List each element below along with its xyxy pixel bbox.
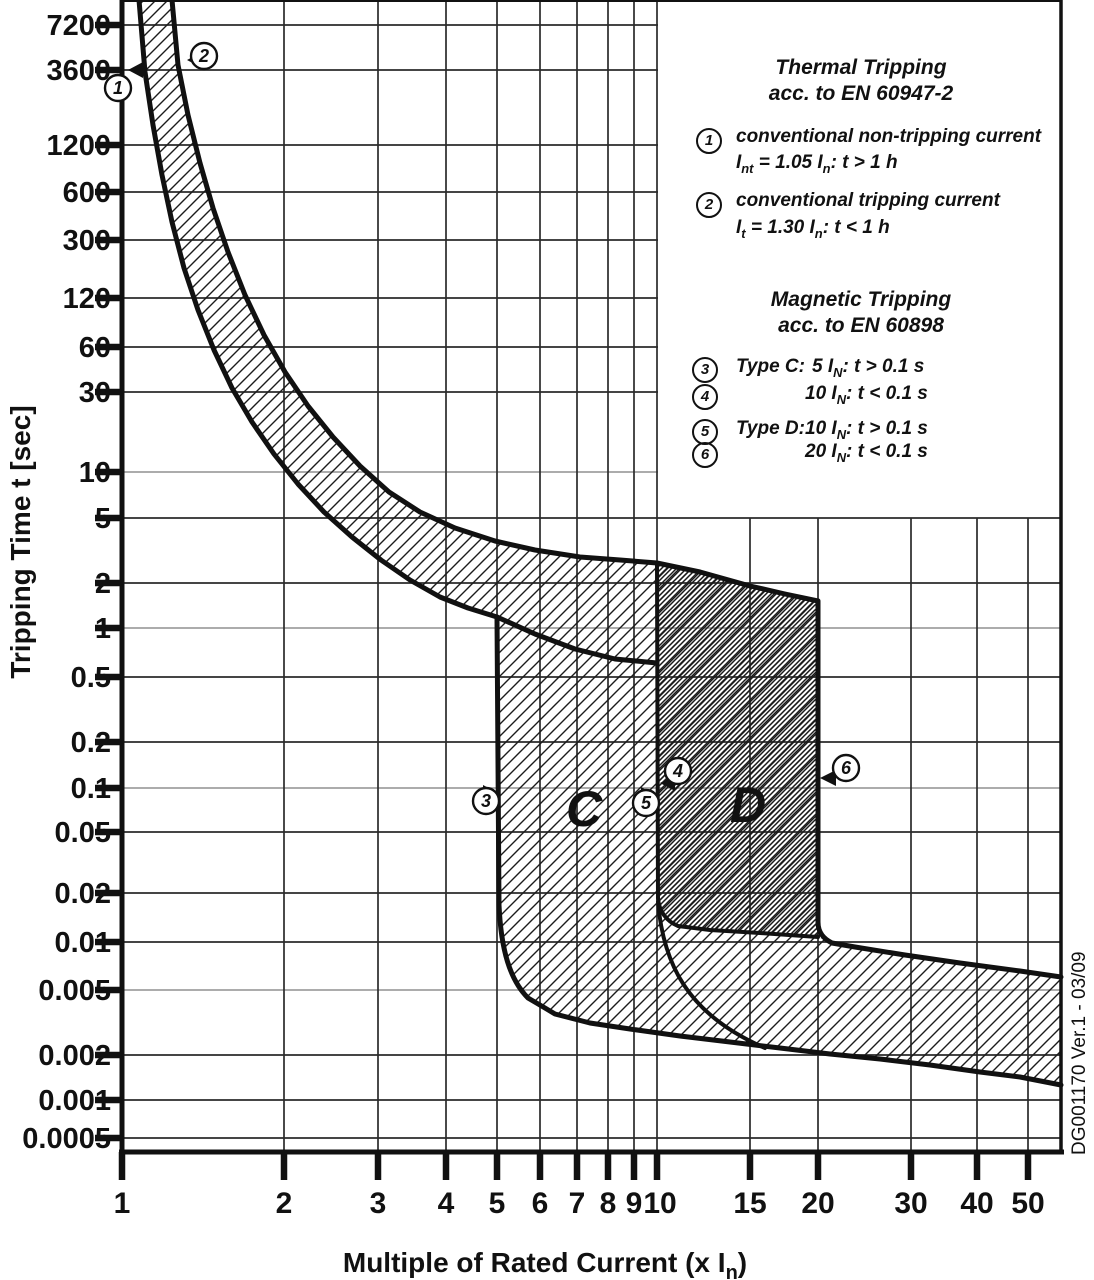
- y-tick-label: 3600: [46, 55, 111, 87]
- legend-num-3: 3: [692, 357, 718, 383]
- curve-marker-3: 3: [471, 786, 501, 816]
- y-tick-label: 0.002: [38, 1040, 111, 1072]
- legend-num-4: 4: [692, 384, 718, 410]
- y-tick-label: 0.0005: [22, 1123, 111, 1155]
- marker-num-4: 4: [672, 761, 683, 781]
- marker-num-3: 3: [481, 791, 491, 811]
- y-tick-label: 0.5: [71, 662, 111, 694]
- y-tick-label: 2: [95, 568, 111, 600]
- x-tick-label: 7: [569, 1187, 586, 1220]
- y-tick-label: 0.01: [55, 927, 111, 959]
- y-tick-label: 0.1: [71, 773, 111, 805]
- x-axis-title: Multiple of Rated Current (x In): [343, 1247, 747, 1280]
- legend-item-3-label: Type C:: [736, 356, 805, 377]
- legend-item-1-formula: Int = 1.05 In: t > 1 h: [736, 152, 898, 176]
- x-tick-label: 8: [600, 1187, 617, 1220]
- curve-upper-limit: [169, 0, 1064, 980]
- x-tick-label: 6: [532, 1187, 549, 1220]
- x-tick-label: 1: [114, 1187, 131, 1220]
- x-tick-label: 4: [438, 1187, 455, 1220]
- document-id: DG001170 Ver.1 - 03/09: [1069, 951, 1090, 1155]
- legend-item-4-formula: 10 IN: t < 0.1 s: [805, 383, 928, 407]
- legend-item-2-formula: It = 1.30 In: t < 1 h: [736, 217, 890, 241]
- magnetic-subtitle: acc. to EN 60898: [778, 314, 944, 337]
- marker-num-6: 6: [841, 758, 852, 778]
- x-tick-label: 40: [960, 1187, 993, 1220]
- thermal-title: Thermal Tripping: [775, 56, 947, 79]
- legend-item-3-formula: 5 IN: t > 0.1 s: [812, 356, 925, 380]
- x-tick-label: 20: [801, 1187, 834, 1220]
- marker-circle-5: [631, 788, 661, 818]
- curve-marker-4: 4: [663, 756, 693, 786]
- curve-type-c-max: [655, 561, 820, 939]
- arrow-marker-6: [820, 770, 836, 786]
- marker-circle-3: [471, 786, 501, 816]
- legend-item-6-formula: 20 IN: t < 0.1 s: [805, 441, 928, 465]
- x-tick-label: 30: [894, 1187, 927, 1220]
- y-tick-label: 30: [79, 377, 111, 409]
- marker-num-5: 5: [641, 793, 652, 813]
- y-axis-title: Tripping Time t [sec]: [5, 405, 36, 678]
- curve-marker-6: 6: [831, 753, 861, 783]
- y-tick-label: 0.02: [55, 878, 111, 910]
- curve-lower-limit: [136, 0, 1064, 1088]
- region-label-d: D: [730, 777, 766, 833]
- legend-item-1-desc: conventional non-tripping current: [736, 126, 1042, 147]
- marker-num-1: 1: [113, 78, 123, 98]
- y-tick-label: 300: [63, 225, 111, 257]
- marker-circle-2: [189, 41, 219, 71]
- marker-circle-4: [663, 756, 693, 786]
- x-tick-label: 50: [1011, 1187, 1044, 1220]
- curve-marker-1: 1: [103, 73, 133, 103]
- marker-num-2: 2: [198, 46, 209, 66]
- curve-marker-2: 2: [189, 41, 219, 71]
- y-tick-label: 10: [79, 457, 111, 489]
- legend-item-5-label: Type D:: [736, 418, 805, 439]
- y-tick-label: 0.05: [55, 817, 111, 849]
- y-tick-label: 60: [79, 332, 111, 364]
- legend-num-1: 1: [696, 128, 722, 154]
- thermal-subtitle: acc. to EN 60947-2: [768, 82, 954, 105]
- y-tick-label: 0.2: [71, 727, 111, 759]
- x-axis-ticks: [118, 1152, 1032, 1180]
- x-tick-label: 15: [733, 1187, 766, 1220]
- magnetic-title: Magnetic Tripping: [770, 288, 952, 311]
- curve-type-d-min: [656, 900, 767, 1050]
- legend-num-6: 6: [692, 442, 718, 468]
- legend-item-5-formula: 10 IN: t > 0.1 s: [805, 418, 928, 442]
- marker-circle-6: [831, 753, 861, 783]
- grid-horizontal-upper: [122, 24, 658, 393]
- x-tick-label: 3: [370, 1187, 387, 1220]
- marker-circle-1: [103, 73, 133, 103]
- region-label-c: C: [566, 781, 603, 837]
- x-tick-label: 2: [276, 1187, 293, 1220]
- legend: Thermal Tripping acc. to EN 60947-2 1 co…: [660, 40, 1062, 520]
- y-tick-label: 1200: [46, 130, 111, 162]
- y-tick-label: 7200: [46, 10, 111, 42]
- curve-marker-5: 5: [631, 788, 661, 818]
- y-tick-label: 120: [63, 283, 111, 315]
- tripping-band-region: [139, 0, 1061, 1085]
- x-tick-labels: 1 2 3 4 5 6 7 8 9 10 15 20 30 40 50: [114, 1187, 1045, 1220]
- y-tick-label: 5: [95, 503, 111, 535]
- type-d-region: [657, 563, 829, 939]
- curve-thermal-lower-segment: [494, 614, 660, 666]
- legend-item-2-desc: conventional tripping current: [736, 190, 1000, 211]
- y-axis-ticks: [95, 21, 121, 1142]
- y-tick-label: 0.001: [38, 1085, 111, 1117]
- y-tick-label: 600: [63, 177, 111, 209]
- legend-num-2: 2: [696, 192, 722, 218]
- x-tick-label: 5: [489, 1187, 506, 1220]
- y-tick-labels: 7200 3600 1200 600 300 120 60 30 10 5 2 …: [22, 10, 111, 1155]
- y-tick-label: 1: [95, 613, 111, 645]
- arrow-marker-1: [128, 62, 143, 78]
- x-tick-label: 9: [626, 1187, 643, 1220]
- y-tick-label: 0.005: [38, 975, 111, 1007]
- x-tick-label: 10: [643, 1187, 676, 1220]
